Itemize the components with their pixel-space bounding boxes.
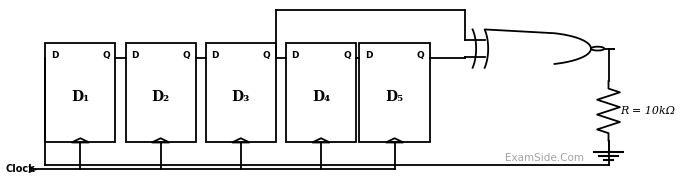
Text: Clock: Clock <box>6 164 36 174</box>
Text: R = 10kΩ: R = 10kΩ <box>621 106 676 116</box>
Bar <box>45 43 116 142</box>
Bar <box>125 43 195 142</box>
Text: Q: Q <box>263 51 270 59</box>
Text: D₅: D₅ <box>385 90 404 103</box>
Text: D₁: D₁ <box>72 90 89 103</box>
Text: D: D <box>211 51 219 59</box>
Text: D: D <box>365 51 372 59</box>
Text: D: D <box>131 51 138 59</box>
Bar <box>206 43 276 142</box>
Bar <box>359 43 430 142</box>
Circle shape <box>591 47 604 51</box>
Text: D₃: D₃ <box>232 90 250 103</box>
Text: Q: Q <box>103 51 110 59</box>
Text: D: D <box>291 51 299 59</box>
Text: Q: Q <box>343 51 351 59</box>
Text: D: D <box>51 51 58 59</box>
Text: D₂: D₂ <box>151 90 170 103</box>
Bar <box>286 43 356 142</box>
Polygon shape <box>484 30 591 68</box>
Text: Q: Q <box>182 51 191 59</box>
Text: ExamSide.Com: ExamSide.Com <box>506 153 585 163</box>
Text: D₄: D₄ <box>312 90 330 103</box>
Text: Q: Q <box>416 51 424 59</box>
